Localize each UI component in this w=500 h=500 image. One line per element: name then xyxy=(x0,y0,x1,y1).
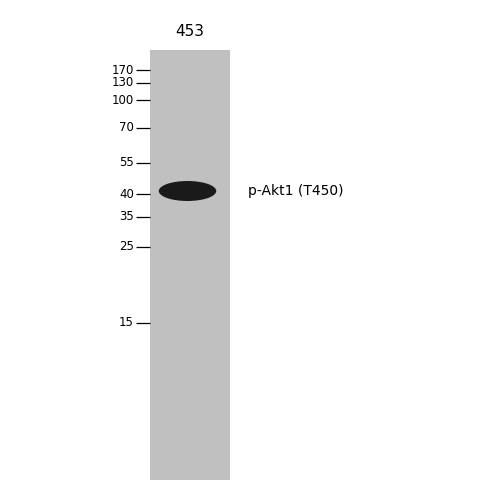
Text: 40: 40 xyxy=(119,188,134,200)
Text: 70: 70 xyxy=(119,121,134,134)
Text: 25: 25 xyxy=(119,240,134,254)
Text: 15: 15 xyxy=(119,316,134,329)
Text: 130: 130 xyxy=(112,76,134,89)
Text: 35: 35 xyxy=(120,210,134,223)
Text: 170: 170 xyxy=(112,64,134,76)
Text: 55: 55 xyxy=(120,156,134,169)
Text: p-Akt1 (T450): p-Akt1 (T450) xyxy=(248,184,343,198)
Text: 453: 453 xyxy=(176,24,204,38)
Bar xyxy=(150,50,230,480)
Ellipse shape xyxy=(159,181,216,201)
Text: 100: 100 xyxy=(112,94,134,106)
